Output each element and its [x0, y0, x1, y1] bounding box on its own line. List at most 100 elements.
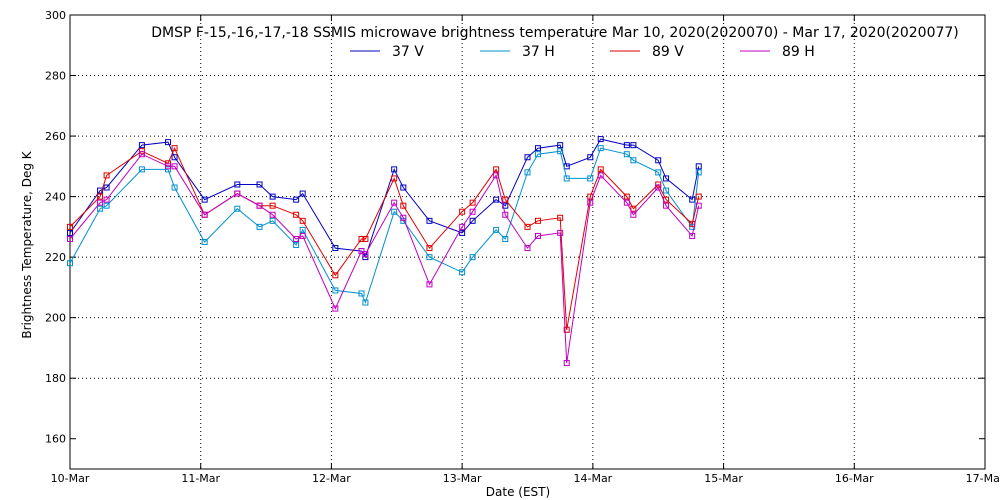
- data-point: [103, 184, 110, 191]
- data-point: [557, 148, 564, 155]
- data-point: [524, 169, 531, 176]
- data-point: [299, 217, 306, 224]
- data-point: [201, 211, 208, 218]
- data-point: [171, 163, 178, 170]
- legend-label: 89 H: [782, 44, 815, 60]
- legend-item: 89 V: [610, 44, 684, 60]
- data-point: [234, 205, 241, 212]
- data-point: [623, 199, 630, 206]
- data-point: [138, 151, 145, 158]
- data-point: [138, 142, 145, 149]
- data-point: [391, 175, 398, 182]
- data-point: [689, 232, 696, 239]
- data-point: [623, 193, 630, 200]
- data-point: [400, 184, 407, 191]
- data-series: [67, 136, 702, 367]
- data-point: [534, 217, 541, 224]
- y-tick-label: 240: [45, 191, 66, 204]
- legend-label: 37 H: [522, 44, 555, 60]
- x-tick-label: 17-Mar: [966, 472, 1000, 485]
- data-point: [269, 202, 276, 209]
- data-point: [426, 245, 433, 252]
- data-point: [299, 190, 306, 197]
- legend-item: 89 H: [740, 44, 815, 60]
- data-point: [597, 172, 604, 179]
- data-point: [630, 211, 637, 218]
- data-point: [234, 190, 241, 197]
- data-point: [623, 151, 630, 158]
- data-point: [391, 208, 398, 215]
- data-point: [256, 202, 263, 209]
- data-point: [655, 157, 662, 164]
- data-point: [630, 157, 637, 164]
- data-point: [67, 260, 73, 267]
- data-point: [587, 199, 594, 206]
- data-point: [103, 202, 110, 209]
- y-tick-label: 160: [45, 433, 66, 446]
- data-point: [97, 193, 104, 200]
- data-point: [469, 254, 476, 261]
- data-point: [689, 196, 696, 203]
- data-point: [469, 208, 476, 215]
- y-tick-label: 220: [45, 251, 66, 264]
- data-point: [563, 326, 570, 333]
- data-point: [293, 211, 300, 218]
- y-tick-label: 180: [45, 372, 66, 385]
- data-point: [695, 163, 702, 170]
- data-point: [362, 299, 369, 306]
- data-point: [597, 145, 604, 152]
- series-37-v: [67, 136, 702, 261]
- data-point: [663, 175, 670, 182]
- legend-item: 37 H: [480, 44, 555, 60]
- data-point: [524, 154, 531, 161]
- series-line: [69, 153, 700, 364]
- data-point: [459, 223, 466, 230]
- series-89-h: [67, 151, 702, 367]
- data-point: [201, 196, 208, 203]
- data-point: [165, 166, 172, 173]
- legend: 37 V 37 H 89 V 89 H: [350, 44, 815, 60]
- data-point: [557, 214, 564, 221]
- legend-item: 37 V: [350, 44, 424, 60]
- series-37-h: [67, 145, 702, 306]
- chart-title: DMSP F-15,-16,-17,-18 SSMIS microwave br…: [151, 25, 959, 41]
- y-tick-label: 280: [45, 70, 66, 83]
- legend-label: 89 V: [652, 44, 684, 60]
- x-tick-label: 14-Mar: [573, 472, 612, 485]
- data-point: [597, 166, 604, 173]
- data-point: [534, 145, 541, 152]
- x-tick-label: 12-Mar: [312, 472, 351, 485]
- data-point: [493, 226, 500, 233]
- data-point: [623, 142, 630, 149]
- data-point: [502, 211, 509, 218]
- series-89-v: [67, 145, 702, 333]
- data-point: [655, 184, 662, 191]
- y-tick-label: 260: [45, 130, 66, 143]
- x-axis-label: Date (EST): [486, 485, 550, 499]
- data-point: [138, 166, 145, 173]
- data-point: [563, 175, 570, 182]
- plot-frame: [69, 14, 986, 470]
- data-point: [332, 305, 339, 312]
- data-point: [426, 281, 433, 288]
- x-tick-label: 13-Mar: [443, 472, 482, 485]
- data-point: [426, 254, 433, 261]
- y-tick-label: 200: [45, 312, 66, 325]
- data-point: [459, 229, 466, 236]
- x-tick-label: 15-Mar: [704, 472, 743, 485]
- data-point: [469, 217, 476, 224]
- x-tick-label: 16-Mar: [835, 472, 874, 485]
- data-point: [97, 187, 104, 194]
- x-tick-label: 11-Mar: [181, 472, 220, 485]
- data-point: [655, 169, 662, 176]
- data-point: [234, 181, 241, 188]
- data-point: [256, 181, 263, 188]
- data-point: [400, 214, 407, 221]
- data-point: [630, 142, 637, 149]
- y-tick-label: 300: [45, 9, 66, 22]
- data-point: [67, 223, 73, 230]
- x-tick-label: 10-Mar: [51, 472, 90, 485]
- data-point: [171, 184, 178, 191]
- data-point: [362, 235, 369, 242]
